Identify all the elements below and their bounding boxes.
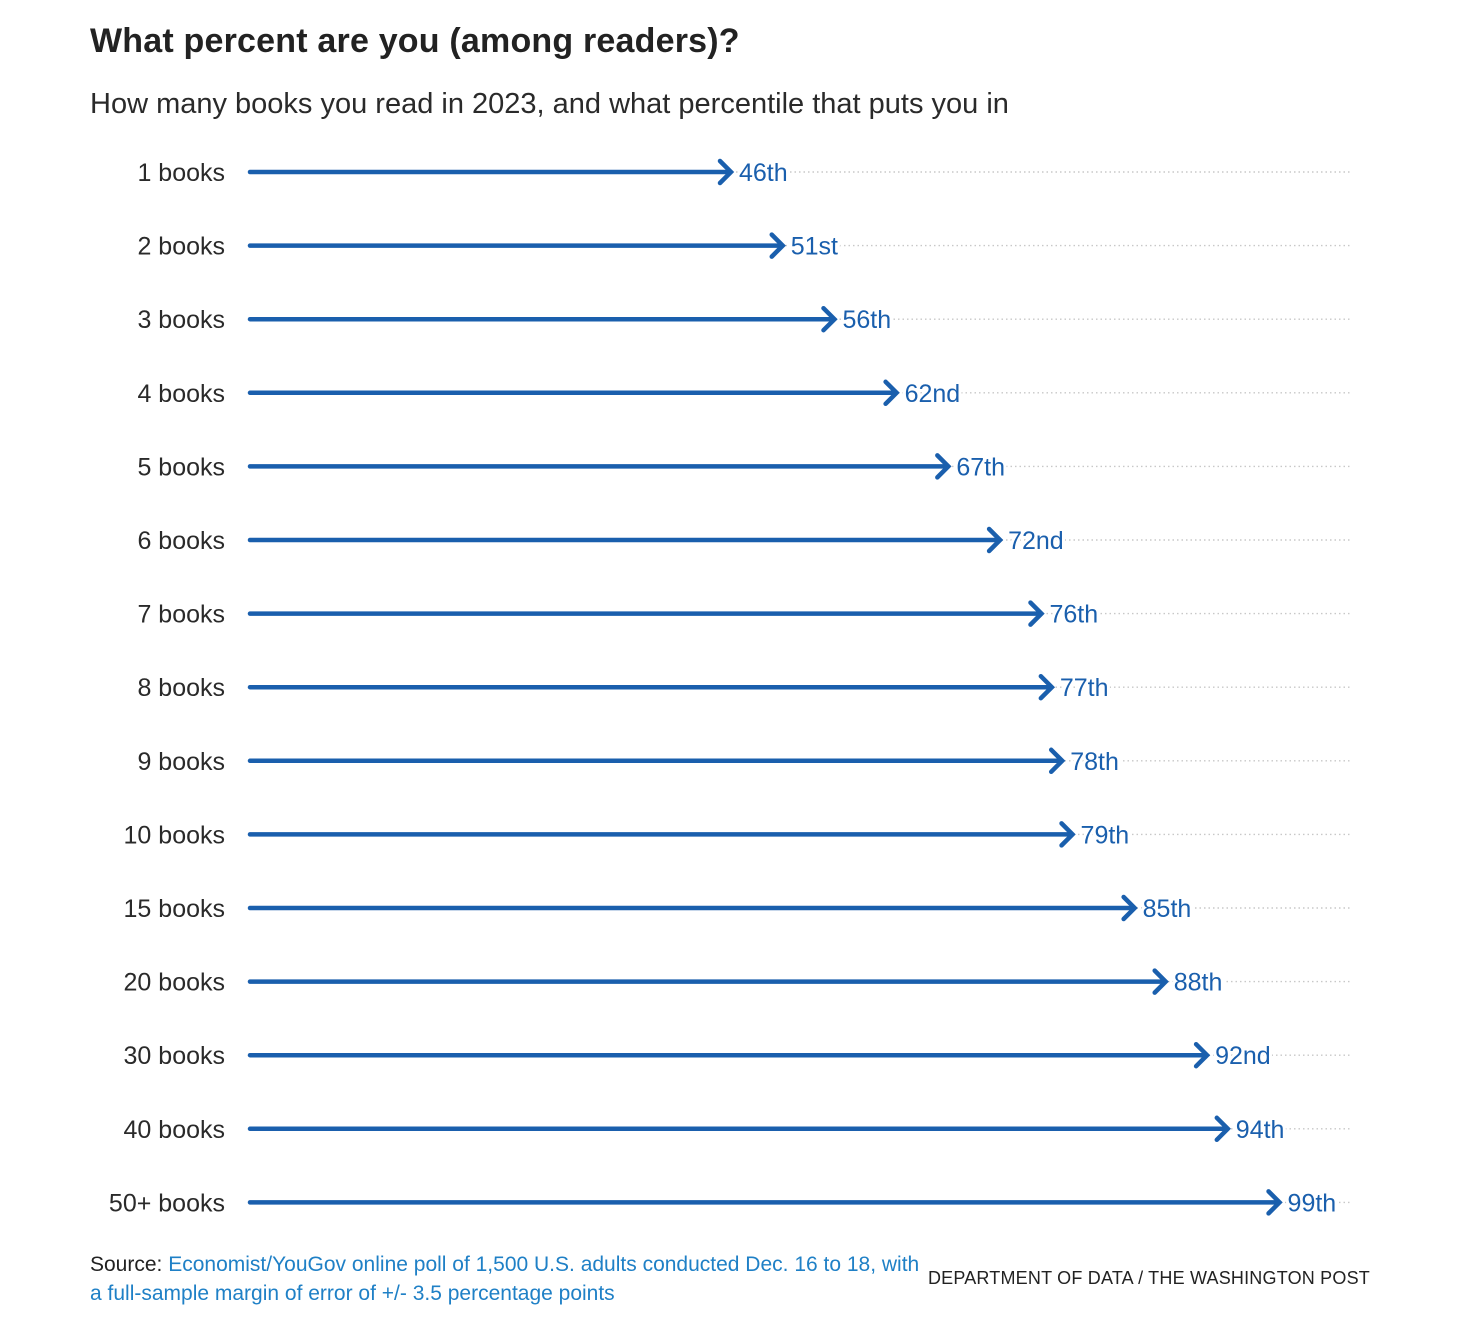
chart-subtitle: How many books you read in 2023, and wha… xyxy=(90,88,1009,120)
category-label: 3 books xyxy=(137,306,225,334)
value-label: 76th xyxy=(1050,601,1099,629)
arrow-chart: 1 books 46th 2 books 51st 3 books 56th 4 books… xyxy=(109,156,1350,1220)
category-label: 4 books xyxy=(137,380,225,408)
value-label: 85th xyxy=(1143,895,1192,923)
category-label: 9 books xyxy=(137,748,225,776)
arrow-row: 10 books 79th xyxy=(124,818,1350,852)
arrow-row: 40 books 94th xyxy=(124,1113,1350,1147)
arrow-row: 3 books 56th xyxy=(137,303,1350,337)
arrow-row: 15 books 85th xyxy=(124,892,1350,926)
arrow-head xyxy=(769,232,786,259)
arrow-row: 8 books 77th xyxy=(137,671,1350,705)
value-label: 72nd xyxy=(1008,527,1064,555)
arrow-row: 30 books 92nd xyxy=(124,1039,1350,1073)
arrow-row: 7 books 76th xyxy=(137,598,1350,632)
category-label: 30 books xyxy=(124,1042,225,1070)
category-label: 10 books xyxy=(124,821,225,849)
arrow-head xyxy=(821,305,838,333)
value-label: 46th xyxy=(739,159,788,187)
category-label: 7 books xyxy=(137,601,225,629)
value-label: 67th xyxy=(956,453,1005,481)
arrow-head xyxy=(1152,968,1169,995)
arrow-row: 1 books 46th xyxy=(137,156,1350,190)
category-label: 6 books xyxy=(137,527,225,555)
arrow-head xyxy=(883,379,900,407)
arrow-head xyxy=(1266,1189,1283,1216)
source-link[interactable]: Economist/YouGov online poll of 1,500 U.… xyxy=(90,1253,920,1305)
category-label: 20 books xyxy=(124,969,225,997)
source-prefix: Source: xyxy=(90,1253,169,1276)
arrow-row: 2 books 51st xyxy=(137,230,1350,264)
category-label: 40 books xyxy=(124,1116,225,1144)
arrow-head xyxy=(717,158,735,186)
category-label: 5 books xyxy=(137,453,225,481)
value-label: 51st xyxy=(791,233,838,261)
category-label: 1 books xyxy=(137,159,225,187)
source-note: Source: Economist/YouGov online poll of … xyxy=(90,1250,930,1308)
value-label: 99th xyxy=(1288,1189,1337,1217)
value-label: 88th xyxy=(1174,969,1223,997)
arrow-row: 9 books 78th xyxy=(137,745,1350,779)
arrow-head xyxy=(1048,747,1066,775)
arrow-row: 50+ books 99th xyxy=(109,1186,1350,1220)
arrow-head xyxy=(1193,1041,1211,1069)
arrow-head xyxy=(986,526,1004,554)
category-label: 15 books xyxy=(124,895,225,923)
arrow-head xyxy=(1121,894,1138,922)
category-label: 50+ books xyxy=(109,1189,225,1217)
chart-title: What percent are you (among readers)? xyxy=(90,22,740,60)
credit-line: DEPARTMENT OF DATA / THE WASHINGTON POST xyxy=(927,1268,1370,1288)
arrow-row: 6 books 72nd xyxy=(137,524,1350,558)
arrow-row: 20 books 88th xyxy=(124,966,1350,1000)
value-label: 94th xyxy=(1236,1116,1285,1144)
value-label: 77th xyxy=(1060,674,1109,702)
value-label: 92nd xyxy=(1215,1042,1271,1070)
arrow-head xyxy=(935,453,952,480)
arrow-head xyxy=(1214,1115,1231,1143)
value-label: 78th xyxy=(1070,748,1119,776)
arrow-row: 5 books 67th xyxy=(137,450,1350,484)
arrow-row: 4 books 62nd xyxy=(137,377,1350,411)
arrow-head xyxy=(1038,673,1056,701)
value-label: 56th xyxy=(843,306,892,334)
value-label: 62nd xyxy=(905,380,961,408)
value-label: 79th xyxy=(1081,821,1130,849)
arrow-head xyxy=(1028,600,1045,627)
category-label: 2 books xyxy=(137,233,225,261)
arrow-head xyxy=(1059,821,1076,848)
category-label: 8 books xyxy=(137,674,225,702)
